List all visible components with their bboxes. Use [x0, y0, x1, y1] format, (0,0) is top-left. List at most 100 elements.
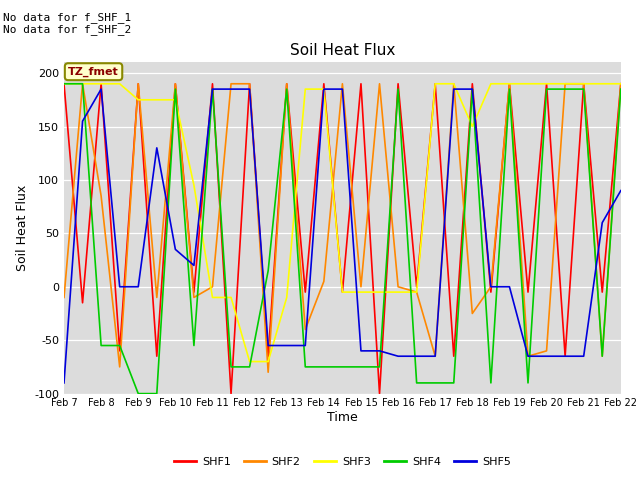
SHF3 [134, 97, 142, 103]
SHF3 [320, 86, 328, 92]
SHF1 [580, 81, 588, 87]
SHF5 [227, 86, 235, 92]
SHF4 [116, 343, 124, 348]
SHF2 [153, 295, 161, 300]
SHF4 [413, 380, 420, 386]
SHF3 [153, 97, 161, 103]
SHF3 [450, 81, 458, 87]
SHF5 [246, 86, 253, 92]
SHF4 [60, 81, 68, 87]
SHF3 [246, 359, 253, 364]
SHF2 [116, 364, 124, 370]
SHF3 [543, 81, 550, 87]
SHF5 [394, 353, 402, 359]
SHF2 [376, 81, 383, 87]
SHF1 [376, 391, 383, 396]
SHF2 [320, 278, 328, 284]
SHF3 [227, 295, 235, 300]
SHF3 [60, 81, 68, 87]
SHF4 [320, 364, 328, 370]
SHF2 [264, 369, 272, 375]
SHF1 [561, 353, 569, 359]
SHF1 [524, 289, 532, 295]
SHF2 [134, 81, 142, 87]
SHF4 [246, 364, 253, 370]
SHF4 [376, 364, 383, 370]
SHF4 [97, 343, 105, 348]
SHF5 [153, 145, 161, 151]
SHF2 [543, 348, 550, 354]
SHF1 [97, 81, 105, 87]
SHF4 [357, 364, 365, 370]
SHF2 [580, 81, 588, 87]
SHF2 [431, 353, 439, 359]
SHF2 [468, 311, 476, 316]
SHF4 [580, 86, 588, 92]
SHF4 [506, 86, 513, 92]
SHF3 [598, 81, 606, 87]
SHF1 [394, 81, 402, 87]
SHF4 [190, 343, 198, 348]
SHF4 [153, 391, 161, 396]
SHF2 [246, 81, 253, 87]
SHF2 [301, 326, 309, 332]
SHF4 [468, 86, 476, 92]
SHF2 [79, 81, 86, 87]
SHF5 [468, 86, 476, 92]
SHF4 [134, 391, 142, 396]
SHF5 [190, 263, 198, 268]
SHF2 [598, 353, 606, 359]
SHF5 [209, 86, 216, 92]
SHF4 [209, 86, 216, 92]
SHF1 [431, 81, 439, 87]
Text: TZ_fmet: TZ_fmet [68, 67, 119, 77]
SHF1 [487, 289, 495, 295]
SHF5 [543, 353, 550, 359]
SHF4 [79, 81, 86, 87]
SHF4 [394, 86, 402, 92]
SHF1 [357, 81, 365, 87]
SHF2 [357, 284, 365, 289]
SHF5 [450, 86, 458, 92]
SHF2 [524, 353, 532, 359]
SHF1 [153, 353, 161, 359]
SHF1 [413, 284, 420, 289]
Line: SHF5: SHF5 [64, 89, 621, 383]
SHF3 [617, 81, 625, 87]
SHF1 [172, 81, 179, 87]
SHF4 [543, 86, 550, 92]
SHF1 [468, 81, 476, 87]
SHF3 [580, 81, 588, 87]
SHF5 [339, 86, 346, 92]
SHF3 [487, 81, 495, 87]
SHF3 [339, 289, 346, 295]
SHF1 [227, 391, 235, 396]
Title: Soil Heat Flux: Soil Heat Flux [290, 44, 395, 59]
SHF5 [172, 247, 179, 252]
SHF5 [431, 353, 439, 359]
Y-axis label: Soil Heat Flux: Soil Heat Flux [15, 185, 29, 271]
SHF3 [79, 81, 86, 87]
Line: SHF3: SHF3 [64, 84, 621, 361]
SHF3 [190, 182, 198, 188]
SHF3 [209, 295, 216, 300]
SHF4 [524, 380, 532, 386]
SHF2 [561, 81, 569, 87]
SHF4 [598, 353, 606, 359]
SHF5 [376, 348, 383, 354]
SHF2 [450, 81, 458, 87]
SHF2 [190, 295, 198, 300]
SHF2 [339, 81, 346, 87]
SHF5 [79, 118, 86, 124]
SHF5 [561, 353, 569, 359]
SHF3 [561, 81, 569, 87]
SHF1 [246, 81, 253, 87]
SHF2 [283, 81, 291, 87]
SHF2 [394, 284, 402, 289]
SHF3 [172, 97, 179, 103]
SHF5 [580, 353, 588, 359]
SHF2 [60, 295, 68, 300]
SHF3 [506, 81, 513, 87]
SHF5 [97, 86, 105, 92]
SHF5 [598, 220, 606, 226]
